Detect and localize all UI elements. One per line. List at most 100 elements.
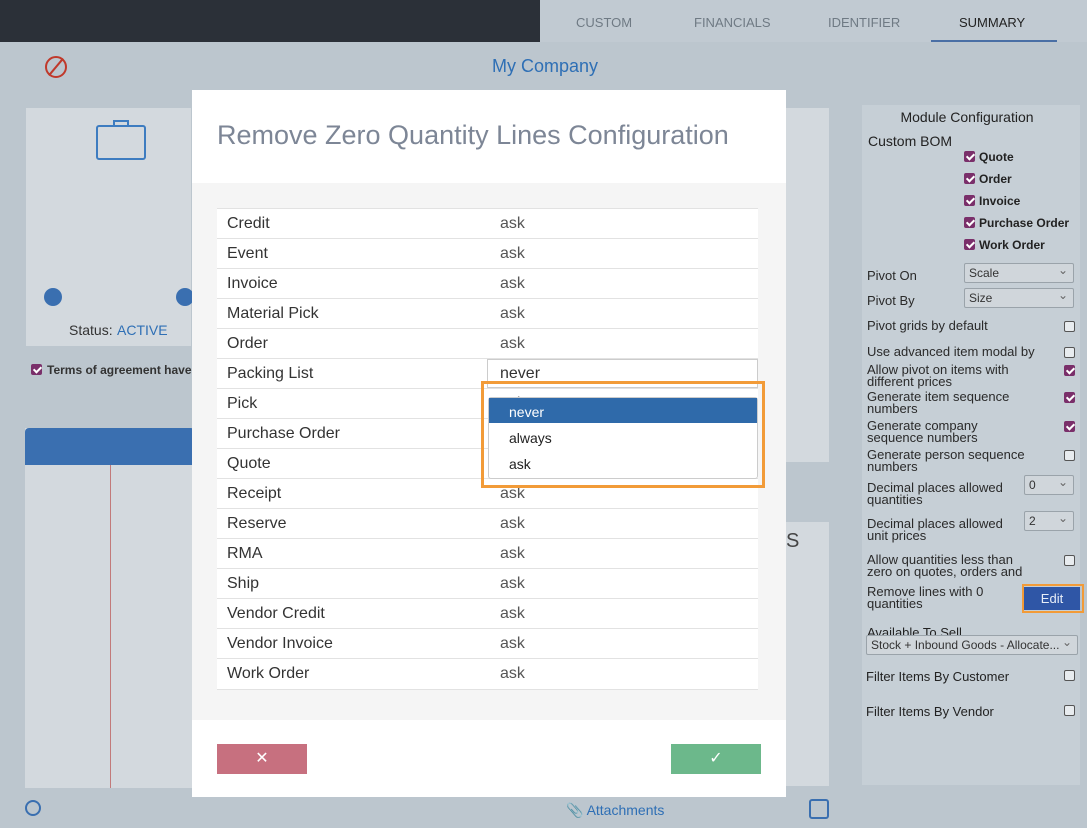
row-label: Packing List bbox=[227, 365, 314, 382]
config-row: Ship ask bbox=[217, 568, 758, 599]
setting-checkbox[interactable] bbox=[1064, 450, 1075, 461]
row-value: ask bbox=[500, 605, 525, 622]
row-value: ask bbox=[500, 665, 525, 682]
row-label: Receipt bbox=[227, 485, 282, 502]
filter-checkbox[interactable] bbox=[1064, 705, 1075, 716]
bom-option: Invoice bbox=[979, 194, 1021, 208]
config-row: Work Order ask bbox=[217, 658, 758, 690]
setting-label: Pivot On bbox=[867, 270, 917, 283]
filter-checkbox[interactable] bbox=[1064, 670, 1075, 681]
config-row: Event ask bbox=[217, 238, 758, 269]
bom-option: Purchase Order bbox=[979, 216, 1070, 230]
filter-label: Filter Items By Vendor bbox=[866, 704, 994, 719]
partial-heading: S bbox=[786, 530, 800, 552]
row-label: Pick bbox=[227, 395, 258, 412]
bom-checkbox[interactable] bbox=[964, 239, 975, 250]
setting-label: Pivot grids by default bbox=[867, 320, 988, 333]
row-label: Material Pick bbox=[227, 305, 319, 322]
row-label: Purchase Order bbox=[227, 425, 340, 442]
side-card bbox=[786, 522, 829, 786]
disable-icon[interactable] bbox=[45, 56, 67, 78]
dropdown[interactable]: never always ask bbox=[488, 397, 758, 479]
bom-checkbox[interactable] bbox=[964, 151, 975, 162]
bom-option: Work Order bbox=[979, 238, 1045, 252]
bom-checkbox[interactable] bbox=[964, 173, 975, 184]
config-row: Material Pick ask bbox=[217, 298, 758, 329]
remove-button[interactable] bbox=[44, 288, 62, 306]
row-value: ask bbox=[500, 515, 525, 532]
panel-title: Module Configuration bbox=[900, 109, 1034, 125]
tab[interactable]: SUMMARY bbox=[959, 15, 1026, 30]
row-label: Vendor Credit bbox=[227, 605, 325, 622]
row-label: RMA bbox=[227, 545, 263, 562]
info-icon[interactable] bbox=[25, 800, 41, 816]
modal-title: Remove Zero Quantity Lines Configuration bbox=[217, 120, 729, 150]
config-row: Order ask bbox=[217, 328, 758, 359]
available-select[interactable]: Stock + Inbound Goods - Allocate... bbox=[866, 635, 1078, 655]
setting-label: Generate item sequence numbers bbox=[867, 391, 1010, 416]
bom-checkbox[interactable] bbox=[964, 217, 975, 228]
tab-bar bbox=[540, 0, 1087, 42]
setting-label: Allow pivot on items with different pric… bbox=[867, 364, 1009, 389]
tab[interactable]: CUSTOM bbox=[576, 15, 633, 30]
terms-checkbox[interactable] bbox=[31, 364, 42, 375]
bom-option: Order bbox=[979, 172, 1012, 186]
setting-checkbox[interactable] bbox=[1064, 321, 1075, 332]
setting-checkbox[interactable] bbox=[1064, 365, 1075, 376]
setting-select[interactable]: 2 bbox=[1024, 511, 1074, 531]
setting-label: Decimal places allowed unit prices bbox=[867, 518, 1003, 543]
row-value: ask bbox=[500, 575, 525, 592]
row-value: ask bbox=[500, 335, 525, 352]
tab[interactable]: FINANCIALS bbox=[694, 15, 771, 30]
setting-label: Generate company sequence numbers bbox=[867, 420, 978, 445]
filter-label: Filter Items By Customer bbox=[866, 669, 1010, 684]
row-label: Event bbox=[227, 245, 268, 262]
setting-select[interactable]: 0 bbox=[1024, 475, 1074, 495]
config-row: Invoice ask bbox=[217, 268, 758, 299]
setting-checkbox[interactable] bbox=[1064, 347, 1075, 358]
grid-header bbox=[25, 428, 195, 465]
setting-label: Use advanced item modal by bbox=[867, 346, 1035, 359]
edit-button[interactable]: Edit bbox=[1024, 587, 1080, 610]
add-button[interactable] bbox=[176, 288, 194, 306]
row-value: ask bbox=[500, 635, 525, 652]
config-row: Vendor Invoice ask bbox=[217, 628, 758, 659]
bom-checkbox[interactable] bbox=[964, 195, 975, 206]
row-value: ask bbox=[500, 305, 525, 322]
briefcase-icon bbox=[96, 120, 146, 160]
row-value: ask bbox=[500, 485, 525, 502]
row-label: Credit bbox=[227, 215, 270, 232]
setting-label: Decimal places allowed quantities bbox=[867, 482, 1003, 507]
setting-select[interactable]: Scale bbox=[964, 263, 1074, 283]
setting-label: Pivot By bbox=[867, 295, 915, 308]
setting-checkbox[interactable] bbox=[1064, 392, 1075, 403]
cancel-button[interactable]: ✕ bbox=[217, 744, 307, 774]
grid-divider bbox=[110, 465, 111, 788]
row-value: ask bbox=[500, 275, 525, 292]
dropdown-option[interactable]: never bbox=[489, 398, 757, 423]
row-value: ask bbox=[500, 545, 525, 562]
config-row: RMA ask bbox=[217, 538, 758, 569]
setting-label: Remove lines with 0 quantities bbox=[867, 586, 984, 611]
setting-checkbox[interactable] bbox=[1064, 555, 1075, 566]
row-label: Order bbox=[227, 335, 268, 352]
setting-select[interactable]: Size bbox=[964, 288, 1074, 308]
module-config-panel: Module Configuration Custom BOM Availabl… bbox=[862, 105, 1080, 785]
setting-label: Allow quantities less than zero on quote… bbox=[867, 554, 1023, 579]
attachments-link[interactable]: 📎 Attachments bbox=[566, 802, 665, 818]
confirm-button[interactable]: ✓ bbox=[671, 744, 761, 774]
custom-bom-label: Custom BOM bbox=[868, 133, 953, 149]
row-label: Ship bbox=[227, 575, 260, 592]
attachments-text: Attachments bbox=[586, 802, 665, 818]
dropdown-option[interactable]: always bbox=[509, 430, 552, 446]
row-label: Reserve bbox=[227, 515, 287, 532]
tab[interactable]: IDENTIFIER bbox=[828, 15, 901, 30]
row-value: ask bbox=[500, 215, 525, 232]
row-label: Work Order bbox=[227, 665, 310, 682]
config-row: Credit ask bbox=[217, 208, 758, 239]
row-label: Vendor Invoice bbox=[227, 635, 333, 652]
top-bar bbox=[0, 0, 540, 42]
dropdown-option[interactable]: ask bbox=[509, 456, 531, 472]
save-icon[interactable] bbox=[809, 799, 829, 819]
setting-checkbox[interactable] bbox=[1064, 421, 1075, 432]
